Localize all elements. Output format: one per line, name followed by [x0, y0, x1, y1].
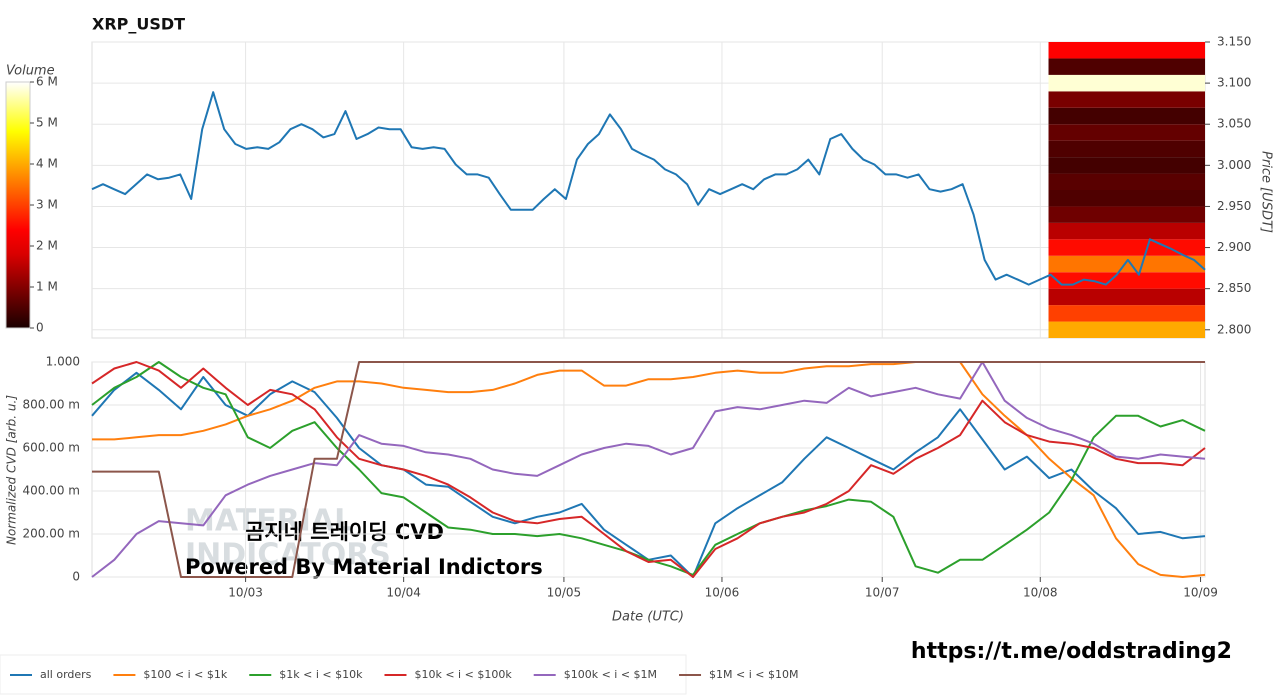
heatmap-cell [1048, 206, 1205, 223]
x-tick-label: 10/09 [1183, 586, 1218, 600]
data-line [92, 361, 1206, 578]
colorbar-title: Volume [6, 64, 55, 79]
legend-label: $100k < i < $1M [564, 668, 657, 681]
colorbar [5, 81, 31, 329]
y-tick-label: 3.000 [1217, 158, 1251, 172]
heatmap-cell [1048, 239, 1205, 256]
data-line [92, 361, 1205, 578]
y-tick-label: 800.00 m [23, 398, 81, 412]
legend-label: $10k < i < $100k [414, 668, 512, 681]
heatmap-cell [1048, 173, 1205, 190]
y-tick-label: 1.000 [46, 355, 80, 369]
heatmap-cell [1048, 255, 1205, 273]
caption: 곰지네 트레이딩 CVD [245, 520, 444, 544]
heatmap-cell [1048, 305, 1205, 322]
x-tick-label: 10/08 [1023, 586, 1058, 600]
y-tick-label: 2.900 [1217, 240, 1251, 254]
colorbar-tick-label: 0 [36, 321, 44, 335]
y-tick-label: 3.150 [1217, 35, 1251, 49]
link: https://t.me/oddstrading2 [911, 639, 1232, 664]
y-axis-label: Normalized CVD [arb. u.] [5, 395, 19, 545]
heatmap-cell [1048, 272, 1205, 289]
colorbar-tick-label: 2 M [36, 239, 58, 253]
y-tick-label: 2.950 [1217, 199, 1251, 213]
plot-top [91, 41, 1206, 339]
legend-label: $1k < i < $10k [279, 668, 363, 681]
plot-bottom [91, 361, 1206, 578]
colorbar-tick-label: 6 M [36, 75, 58, 89]
y-tick-label: 0 [72, 570, 80, 584]
colorbar-tick-label: 3 M [36, 198, 58, 212]
watermark: MATERIAL [185, 504, 353, 539]
y-tick-label: 3.050 [1217, 117, 1251, 131]
legend-label: all orders [40, 668, 92, 681]
data-line [91, 91, 1206, 286]
legend-label: $1M < i < $10M [709, 668, 798, 681]
x-tick-label: 10/07 [865, 586, 900, 600]
colorbar-tick-label: 1 M [36, 280, 58, 294]
heatmap-cell [1048, 190, 1205, 207]
heatmap-cell [1048, 74, 1205, 92]
heatmap-cell [1048, 124, 1205, 141]
y-tick-label: 600.00 m [23, 441, 81, 455]
heatmap-cell [1048, 107, 1205, 125]
chart-title: XRP_USDT [92, 15, 185, 34]
heatmap-cell [1048, 140, 1205, 158]
plot-frame [91, 41, 1206, 339]
credit: Powered By Material Indictors [185, 555, 543, 579]
x-axis-label: Date (UTC) [612, 610, 684, 625]
y-tick-label: 200.00 m [23, 527, 81, 541]
x-tick-label: 10/03 [228, 586, 263, 600]
heatmap-cell [1048, 42, 1205, 59]
heatmap-cell [1048, 157, 1205, 174]
heatmap-cell [1048, 321, 1205, 338]
x-tick-label: 10/04 [386, 586, 421, 600]
heatmap-cell [1048, 91, 1205, 108]
y-tick-label: 2.800 [1217, 322, 1251, 336]
data-line [91, 361, 1206, 578]
y-axis-label: Price [USDT] [1259, 151, 1274, 233]
heatmap-cell [1048, 222, 1205, 240]
data-line [91, 361, 1206, 576]
y-tick-label: 2.850 [1217, 281, 1251, 295]
heatmap-cell [1048, 58, 1205, 75]
colorbar-tick-label: 4 M [36, 157, 58, 171]
heatmap-cell [1048, 288, 1205, 306]
data-line [91, 361, 1206, 578]
legend-label: $100 < i < $1k [143, 668, 227, 681]
y-tick-label: 3.100 [1217, 76, 1251, 90]
colorbar-tick-label: 5 M [36, 116, 58, 130]
x-tick-label: 10/05 [547, 586, 582, 600]
watermark: INDICATORS [185, 538, 391, 573]
x-tick-label: 10/06 [705, 586, 740, 600]
y-tick-label: 400.00 m [23, 484, 81, 498]
